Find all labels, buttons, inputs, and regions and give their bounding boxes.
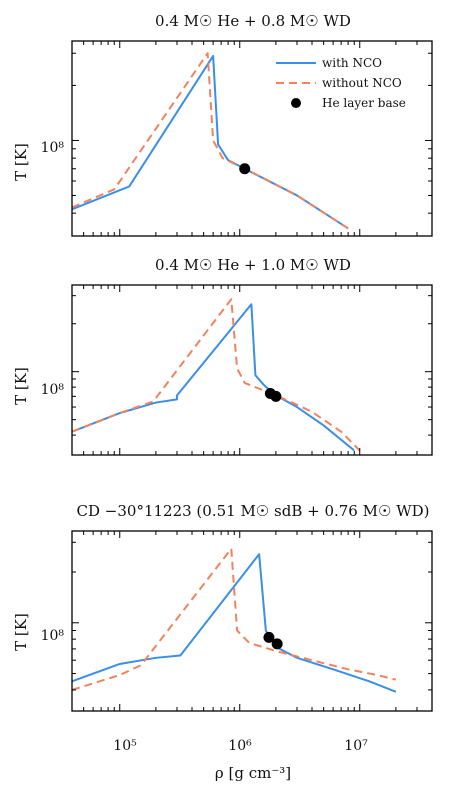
xtick-label-1e6: 10⁶	[228, 738, 252, 754]
panel-3-plot	[71, 530, 433, 712]
panel-2-title: 0.4 M☉ He + 1.0 M☉ WD	[155, 256, 351, 274]
he-layer-base-marker	[239, 163, 251, 175]
he-layer-base-marker	[270, 390, 282, 402]
he-layer-base-marker	[263, 631, 275, 643]
panel-1-title: 0.4 M☉ He + 0.8 M☉ WD	[155, 12, 351, 30]
panel-1-ylabel: T [K]	[12, 143, 30, 181]
panel-frame	[71, 40, 433, 237]
panel-1-plot	[71, 40, 433, 237]
panel-3-ylabel: T [K]	[12, 613, 30, 651]
legend-marker-he-layer-base	[291, 98, 301, 108]
panel-2-ytick-label: 10⁸	[41, 382, 65, 398]
series-without-nco-line	[72, 298, 361, 452]
panel-3-title: CD −30°11223 (0.51 M☉ sdB + 0.76 M☉ WD)	[77, 502, 430, 520]
series-without-nco-line	[72, 52, 349, 230]
panel-1: 0.4 M☉ He + 0.8 M☉ WD T [K] 10⁸ with NCO…	[12, 12, 433, 237]
panel-3-ytick-label: 10⁸	[41, 628, 65, 644]
legend-label-he-layer-base: He layer base	[322, 96, 406, 110]
panel-2-ylabel: T [K]	[12, 367, 30, 405]
panel-1-ytick-label: 10⁸	[41, 140, 65, 156]
panel-frame	[71, 530, 433, 712]
xtick-label-1e5: 10⁵	[113, 738, 137, 754]
x-axis-label: ρ [g cm⁻³]	[215, 764, 291, 782]
series-without-nco-line	[72, 547, 397, 691]
xtick-label-1e7: 10⁷	[344, 738, 368, 754]
legend: with NCO without NCO He layer base	[276, 56, 406, 110]
panel-3: CD −30°11223 (0.51 M☉ sdB + 0.76 M☉ WD) …	[12, 502, 433, 712]
legend-label-with-nco: with NCO	[322, 56, 382, 70]
panel-frame	[71, 284, 433, 456]
panel-2-plot	[71, 284, 433, 456]
panel-2: 0.4 M☉ He + 1.0 M☉ WD T [K] 10⁸	[12, 256, 433, 456]
legend-label-without-nco: without NCO	[322, 76, 402, 90]
series-with-nco-line	[72, 303, 355, 452]
he-layer-base-marker	[271, 638, 283, 650]
